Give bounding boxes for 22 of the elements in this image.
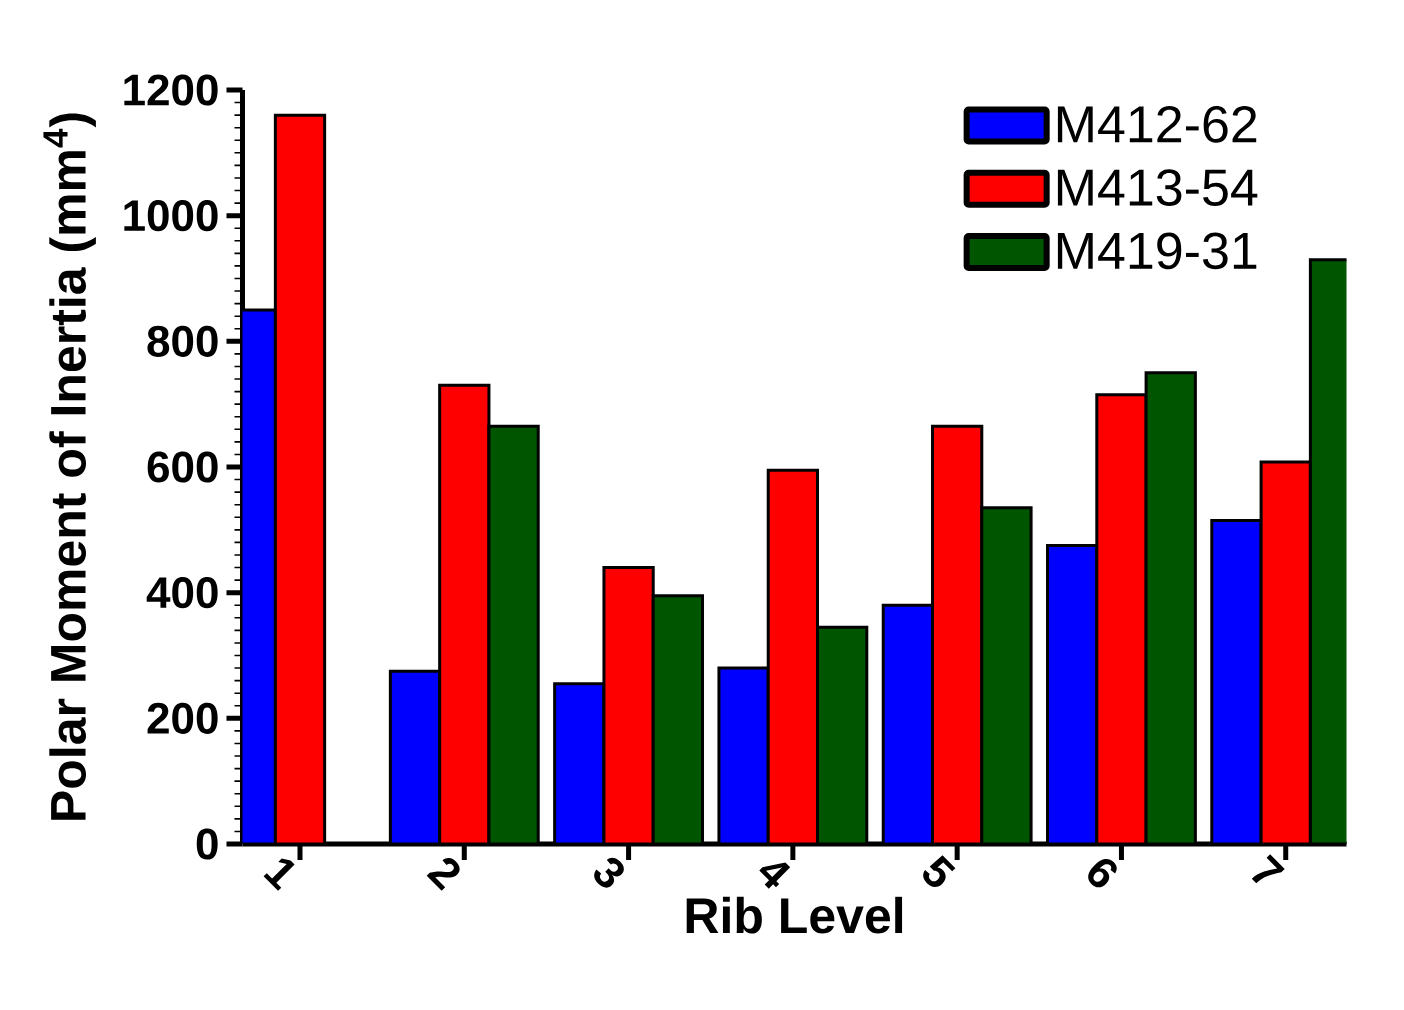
x-axis-title: Rib Level xyxy=(686,896,903,934)
x-tick-label: 3 xyxy=(594,857,624,888)
y-tick-label: 400 xyxy=(146,577,218,609)
y-axis-title: Polar Moment of Inertia (mm$^{4}$) xyxy=(43,113,96,820)
x-tick-label: 7 xyxy=(1251,854,1285,884)
y-tick-label: 600 xyxy=(147,451,218,483)
y-tick-label: 0 xyxy=(196,828,218,860)
y-tick-label: 800 xyxy=(147,325,218,357)
x-tick-label: 5 xyxy=(923,855,956,887)
bar xyxy=(1095,393,1148,844)
legend-label: M413-54 xyxy=(1057,169,1258,206)
y-tick-label: 1200 xyxy=(124,74,218,106)
x-tick-label: 2 xyxy=(426,858,460,891)
y-tick-label: 1000 xyxy=(124,200,218,232)
legend-label: M412-62 xyxy=(1057,105,1257,143)
x-tick-label: 6 xyxy=(1088,858,1117,888)
bar xyxy=(602,566,655,844)
y-tick-label: 200 xyxy=(147,702,218,734)
bar xyxy=(980,506,1033,844)
legend-label: M419-31 xyxy=(1057,232,1257,270)
x-tick-label: 1 xyxy=(263,858,295,891)
x-tick-label: 4 xyxy=(759,862,791,889)
